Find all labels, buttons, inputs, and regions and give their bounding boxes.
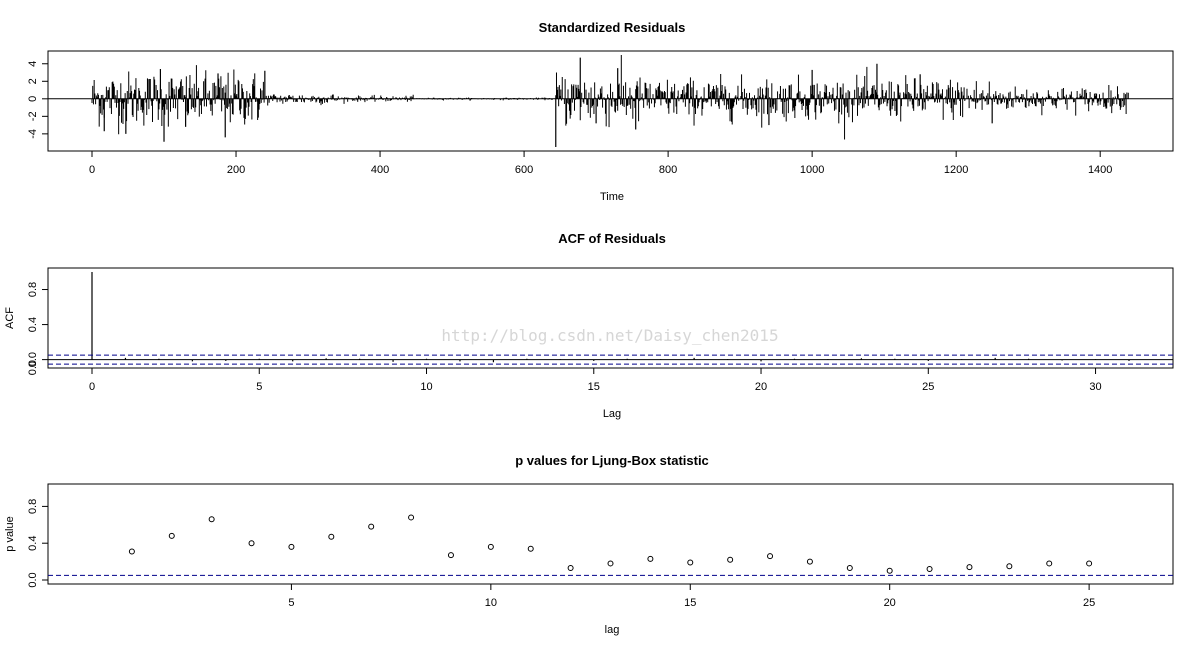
pvalue-point bbox=[687, 559, 694, 566]
pvalue-point bbox=[288, 543, 295, 550]
pvalue-point bbox=[128, 548, 135, 555]
pvalue-point bbox=[248, 540, 255, 547]
pvalue-point bbox=[767, 553, 774, 560]
x-axis-label: Lag bbox=[603, 408, 621, 420]
x-tick-label: 400 bbox=[371, 164, 389, 176]
x-axis-ticks: 5 10 15 20 25 bbox=[288, 584, 1095, 609]
x-tick-label: 25 bbox=[922, 381, 934, 393]
x-tick-label: 200 bbox=[227, 164, 245, 176]
pvalue-point bbox=[208, 516, 215, 523]
y-axis-ticks: 0.0 0.4 0.8 bbox=[27, 499, 48, 588]
pvalue-point bbox=[966, 564, 973, 571]
y-tick-label: 0.4 bbox=[27, 317, 39, 332]
plot-frame bbox=[47, 50, 1174, 152]
y-tick-label: 0.0 bbox=[27, 572, 39, 587]
residual-series-line bbox=[91, 55, 1129, 140]
pvalue-point bbox=[727, 556, 734, 563]
pvalue-point bbox=[886, 567, 893, 574]
y-axis-ticks: 0.0 0.4 0.8 0.0 bbox=[27, 282, 48, 375]
acf-of-residuals-panel: ACF of Residuals 0 5 10 15 20 25 30 0.00.40.80… bbox=[4, 231, 1174, 420]
y-tick-label: 0 bbox=[27, 96, 39, 102]
y-tick-label: 4 bbox=[27, 61, 39, 67]
panel-title: ACF of Residuals bbox=[558, 231, 666, 246]
ljung-box-pvalues-panel: p values for Ljung-Box statistic 5 10 15 20… bbox=[4, 453, 1174, 636]
x-tick-label: 15 bbox=[684, 597, 696, 609]
acf-bars bbox=[48, 272, 1173, 365]
pvalue-point bbox=[168, 532, 175, 539]
pvalue-point bbox=[926, 565, 933, 572]
y-tick-label: 2 bbox=[27, 78, 39, 84]
pvalue-points bbox=[48, 514, 1173, 576]
residual-lines bbox=[48, 55, 1173, 147]
x-axis-label: Time bbox=[600, 191, 624, 203]
pvalue-point bbox=[806, 558, 813, 565]
x-tick-label: 5 bbox=[288, 597, 294, 609]
panel-title: p values for Ljung-Box statistic bbox=[515, 453, 709, 468]
x-tick-label: 5 bbox=[256, 381, 262, 393]
pvalue-point bbox=[1006, 563, 1013, 570]
pvalue-point bbox=[1086, 560, 1093, 567]
x-axis-label: lag bbox=[605, 624, 620, 636]
y-tick-label: -2 bbox=[27, 111, 39, 121]
x-tick-label: 20 bbox=[884, 597, 896, 609]
x-tick-label: 30 bbox=[1089, 381, 1101, 393]
y-axis-label: p value bbox=[4, 516, 16, 551]
y-axis-label: ACF bbox=[4, 307, 16, 329]
x-tick-label: 800 bbox=[659, 164, 677, 176]
y-tick-label: 0.0 bbox=[27, 360, 39, 375]
standardized-residuals-panel: Standardized Residuals 0 200 400 600 800 1000… bbox=[27, 20, 1174, 203]
x-tick-label: 25 bbox=[1083, 597, 1095, 609]
pvalue-point bbox=[527, 545, 534, 552]
x-tick-label: 1400 bbox=[1088, 164, 1112, 176]
y-tick-label: 0.8 bbox=[27, 499, 39, 514]
y-tick-label: 0.0 bbox=[27, 352, 39, 367]
y-axis-ticks: -4 -2 0 2 4 bbox=[27, 61, 48, 139]
y-tick-label: 0.4 bbox=[27, 536, 39, 551]
plot-frame bbox=[47, 267, 1174, 369]
x-tick-label: 15 bbox=[588, 381, 600, 393]
x-axis-ticks: 0 5 10 15 20 25 30 bbox=[89, 368, 1102, 393]
pvalue-point bbox=[607, 560, 614, 567]
pvalue-point bbox=[567, 565, 574, 572]
pvalue-point bbox=[647, 555, 654, 562]
y-tick-label: -4 bbox=[27, 129, 39, 139]
x-tick-label: 20 bbox=[755, 381, 767, 393]
x-tick-label: 600 bbox=[515, 164, 533, 176]
pvalue-point bbox=[846, 565, 853, 572]
x-axis-ticks: 0 200 400 600 800 1000 1200 1400 bbox=[89, 151, 1112, 176]
pvalue-point bbox=[328, 533, 335, 540]
pvalue-point bbox=[447, 552, 454, 559]
pvalue-point bbox=[368, 523, 375, 530]
watermark-text: http://blog.csdn.net/Daisy_chen2015 bbox=[441, 326, 778, 345]
y-tick-label: 0.8 bbox=[27, 282, 39, 297]
panel-title: Standardized Residuals bbox=[539, 20, 686, 35]
pvalue-point bbox=[487, 543, 494, 550]
x-tick-label: 10 bbox=[420, 381, 432, 393]
x-tick-label: 1000 bbox=[800, 164, 824, 176]
pvalue-point bbox=[1046, 560, 1053, 567]
pvalue-point bbox=[408, 514, 415, 521]
plot-frame bbox=[47, 483, 1174, 585]
x-tick-label: 1200 bbox=[944, 164, 968, 176]
x-tick-label: 0 bbox=[89, 381, 95, 393]
x-tick-label: 0 bbox=[89, 164, 95, 176]
x-tick-label: 10 bbox=[485, 597, 497, 609]
